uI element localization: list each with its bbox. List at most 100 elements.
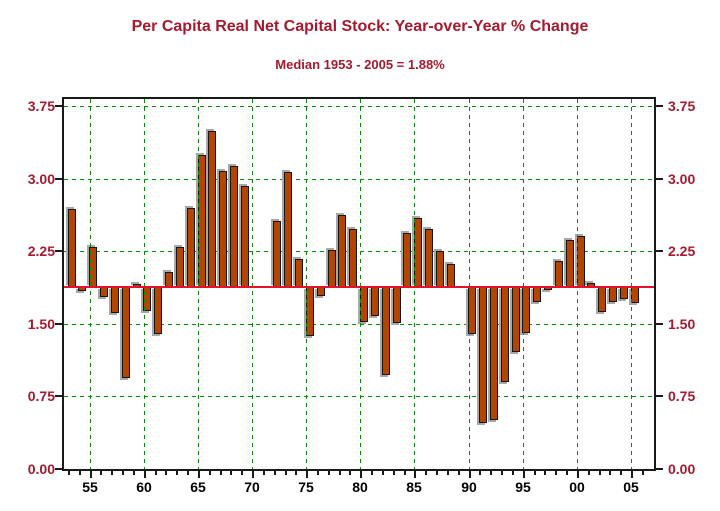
bar-1993	[501, 287, 509, 382]
bar-1976	[317, 287, 325, 296]
y-tick-left	[55, 105, 62, 107]
x-axis-label: 90	[461, 479, 477, 495]
x-tick-minor	[425, 471, 427, 475]
y-tick-left	[55, 250, 62, 252]
x-tick-major	[252, 471, 254, 478]
y-tick-right	[656, 178, 663, 180]
x-tick-minor	[122, 471, 124, 475]
x-axis-label: 85	[406, 479, 422, 495]
bar-1986	[425, 229, 433, 287]
bar-1987	[436, 251, 444, 287]
x-tick-minor	[371, 471, 373, 475]
x-tick-minor	[512, 471, 514, 475]
x-axis-label: 80	[352, 479, 368, 495]
y-axis-label-right: 3.00	[668, 171, 696, 187]
x-tick-minor	[393, 471, 395, 475]
bar-1988	[447, 264, 455, 287]
bar-1972	[273, 221, 281, 287]
x-tick-minor	[642, 471, 644, 475]
x-tick-minor	[620, 471, 622, 475]
bar-1994	[512, 287, 520, 352]
v-gridline	[523, 99, 524, 469]
x-tick-major	[144, 471, 146, 478]
x-tick-minor	[490, 471, 492, 475]
x-tick-minor	[317, 471, 319, 475]
x-tick-major	[414, 471, 416, 478]
x-tick-minor	[599, 471, 601, 475]
v-gridline	[360, 99, 361, 469]
bar-1985	[414, 218, 422, 287]
x-axis-label: 75	[298, 479, 314, 495]
y-axis-label-left: 1.50	[27, 316, 55, 332]
v-gridline	[577, 99, 578, 469]
x-tick-major	[90, 471, 92, 478]
y-tick-left	[55, 468, 62, 470]
x-tick-major	[360, 471, 362, 478]
x-tick-minor	[111, 471, 113, 475]
chart-subtitle: Median 1953 - 2005 = 1.88%	[275, 57, 445, 72]
x-tick-minor	[285, 471, 287, 475]
x-tick-minor	[209, 471, 211, 475]
v-gridline	[631, 99, 632, 469]
bar-2000	[577, 236, 585, 287]
y-axis-label-left: 2.25	[27, 243, 55, 259]
bar-1977	[328, 250, 336, 287]
chart-title: Per Capita Real Net Capital Stock: Year-…	[131, 18, 589, 35]
bar-1998	[555, 261, 563, 287]
x-tick-major	[198, 471, 200, 478]
v-gridline	[144, 99, 145, 469]
y-axis-label-right: 3.75	[668, 98, 696, 114]
y-tick-right	[656, 395, 663, 397]
x-tick-minor	[349, 471, 351, 475]
y-axis-label-right: 2.25	[668, 243, 696, 259]
x-tick-major	[523, 471, 525, 478]
x-tick-minor	[501, 471, 503, 475]
plot-area	[62, 97, 656, 471]
h-gridline	[64, 179, 654, 180]
x-tick-minor	[133, 471, 135, 475]
h-gridline	[64, 106, 654, 107]
h-gridline	[64, 324, 654, 325]
bar-1957	[111, 287, 119, 313]
x-tick-minor	[220, 471, 222, 475]
x-tick-minor	[165, 471, 167, 475]
bar-2004	[620, 287, 628, 299]
y-tick-right	[656, 468, 663, 470]
x-tick-major	[469, 471, 471, 478]
x-tick-minor	[447, 471, 449, 475]
x-tick-minor	[68, 471, 70, 475]
v-gridline	[469, 99, 470, 469]
bar-2003	[609, 287, 617, 302]
x-tick-minor	[155, 471, 157, 475]
bar-1982	[382, 287, 390, 375]
vertical-gridlines-layer	[64, 99, 654, 469]
x-tick-minor	[588, 471, 590, 475]
bar-1963	[176, 247, 184, 287]
bar-1996	[533, 287, 541, 302]
x-tick-minor	[479, 471, 481, 475]
x-axis-label: 60	[136, 479, 152, 495]
bar-1992	[490, 287, 498, 420]
y-tick-left	[55, 178, 62, 180]
x-tick-minor	[176, 471, 178, 475]
x-tick-major	[577, 471, 579, 478]
y-axis-label-left: 0.00	[27, 461, 55, 477]
bar-1967	[219, 171, 227, 287]
y-axis-label-right: 0.00	[668, 461, 696, 477]
y-tick-right	[656, 105, 663, 107]
bar-1999	[566, 240, 574, 287]
v-gridline	[252, 99, 253, 469]
y-tick-right	[656, 250, 663, 252]
bar-1980	[360, 287, 368, 322]
x-axis-label: 95	[515, 479, 531, 495]
y-axis-label-left: 3.00	[27, 171, 55, 187]
x-tick-minor	[339, 471, 341, 475]
bar-1965	[198, 155, 206, 287]
x-axis-label: 55	[82, 479, 98, 495]
y-axis-label-left: 3.75	[27, 98, 55, 114]
bar-1966	[208, 131, 216, 287]
bar-1978	[338, 215, 346, 287]
v-gridline	[306, 99, 307, 469]
horizontal-gridlines-layer	[64, 99, 654, 469]
bar-1979	[349, 229, 357, 287]
